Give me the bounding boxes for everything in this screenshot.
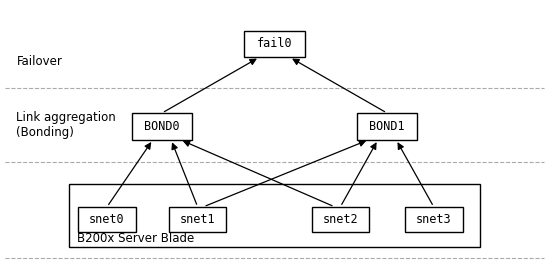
Text: B200x Server Blade: B200x Server Blade [77, 232, 194, 245]
Text: snet1: snet1 [180, 213, 215, 226]
Bar [132, 113, 192, 140]
Text: Link aggregation
(Bonding): Link aggregation (Bonding) [16, 111, 116, 139]
Bar [312, 207, 369, 232]
Text: snet3: snet3 [416, 213, 451, 226]
Text: fail0: fail0 [257, 38, 292, 50]
Bar [79, 207, 136, 232]
Text: snet2: snet2 [323, 213, 358, 226]
Bar [357, 113, 417, 140]
Text: Failover: Failover [16, 55, 63, 68]
Text: BOND1: BOND1 [369, 120, 405, 133]
Bar [169, 207, 226, 232]
Text: snet0: snet0 [89, 213, 125, 226]
Bar [244, 31, 305, 57]
Bar [69, 184, 480, 247]
Bar [405, 207, 462, 232]
Text: BOND0: BOND0 [144, 120, 180, 133]
